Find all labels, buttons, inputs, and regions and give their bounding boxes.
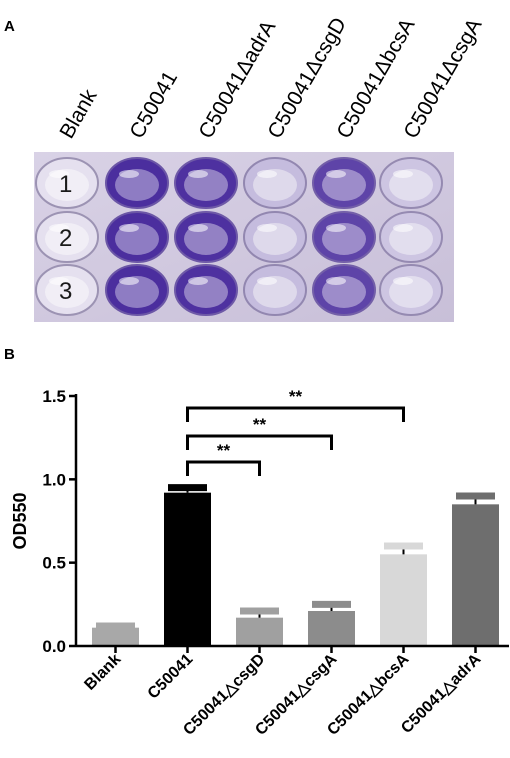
y-axis-label: OD550 (10, 492, 30, 549)
y-tick-label: 1.5 (42, 387, 66, 406)
plate-row-label: 1 (59, 171, 72, 198)
plate-well-highlight (119, 277, 139, 285)
plate-well-highlight (257, 277, 277, 285)
bar (452, 504, 499, 646)
plate-row-label: 2 (59, 225, 72, 252)
plate-well-highlight (393, 170, 413, 178)
significance-bracket (186, 460, 261, 476)
plate-well-highlight (393, 224, 413, 232)
significance-label: ** (217, 441, 231, 460)
y-tick-label: 0.5 (42, 554, 66, 573)
y-tick-label: 0.0 (42, 637, 66, 656)
plate-well-highlight (188, 170, 208, 178)
plate-well-highlight (188, 277, 208, 285)
x-tick-label: Blank (81, 651, 124, 694)
plate-well-highlight (326, 277, 346, 285)
y-tick-label: 1.0 (42, 470, 66, 489)
significance-label: ** (289, 387, 303, 406)
panel-label-b: B (4, 346, 15, 363)
plate-well-highlight (257, 170, 277, 178)
plate-well-highlight (119, 224, 139, 232)
plate-well-highlight (49, 224, 69, 232)
significance-label: ** (253, 415, 267, 434)
plate-well-highlight (326, 224, 346, 232)
plate-well-highlight (393, 277, 413, 285)
panel-label-a: A (4, 18, 15, 35)
plate-well-highlight (49, 170, 69, 178)
plate-well-highlight (188, 224, 208, 232)
bar (236, 617, 283, 646)
plate-well-highlight (257, 224, 277, 232)
plate-well-highlight (49, 277, 69, 285)
well-plate-image: Blank C50041 C50041ΔadrAC50041ΔcsgDC50041Δ… (34, 14, 486, 322)
plate-well-highlight (326, 170, 346, 178)
x-tick-label: C50041 (145, 651, 197, 703)
significance-bracket (186, 434, 333, 450)
bar (164, 492, 211, 646)
bar (308, 611, 355, 646)
plate-row-label: 3 (59, 278, 72, 305)
bar (92, 627, 139, 646)
significance-bracket (186, 406, 405, 422)
bar (380, 554, 427, 646)
plate-well-highlight (119, 170, 139, 178)
